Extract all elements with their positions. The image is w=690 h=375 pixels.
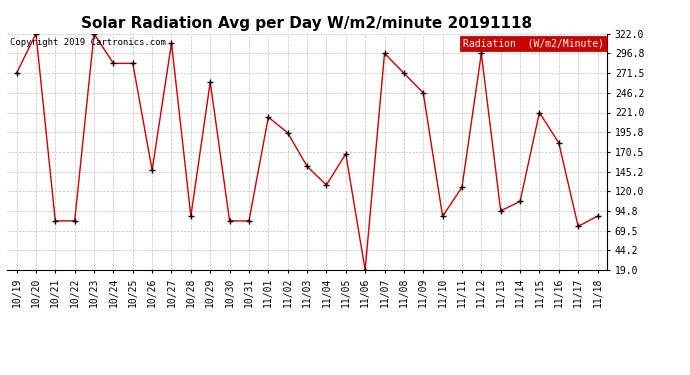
Text: Radiation  (W/m2/Minute): Radiation (W/m2/Minute) xyxy=(463,39,604,48)
Text: Copyright 2019 Cartronics.com: Copyright 2019 Cartronics.com xyxy=(10,39,166,48)
Title: Solar Radiation Avg per Day W/m2/minute 20191118: Solar Radiation Avg per Day W/m2/minute … xyxy=(81,16,533,31)
